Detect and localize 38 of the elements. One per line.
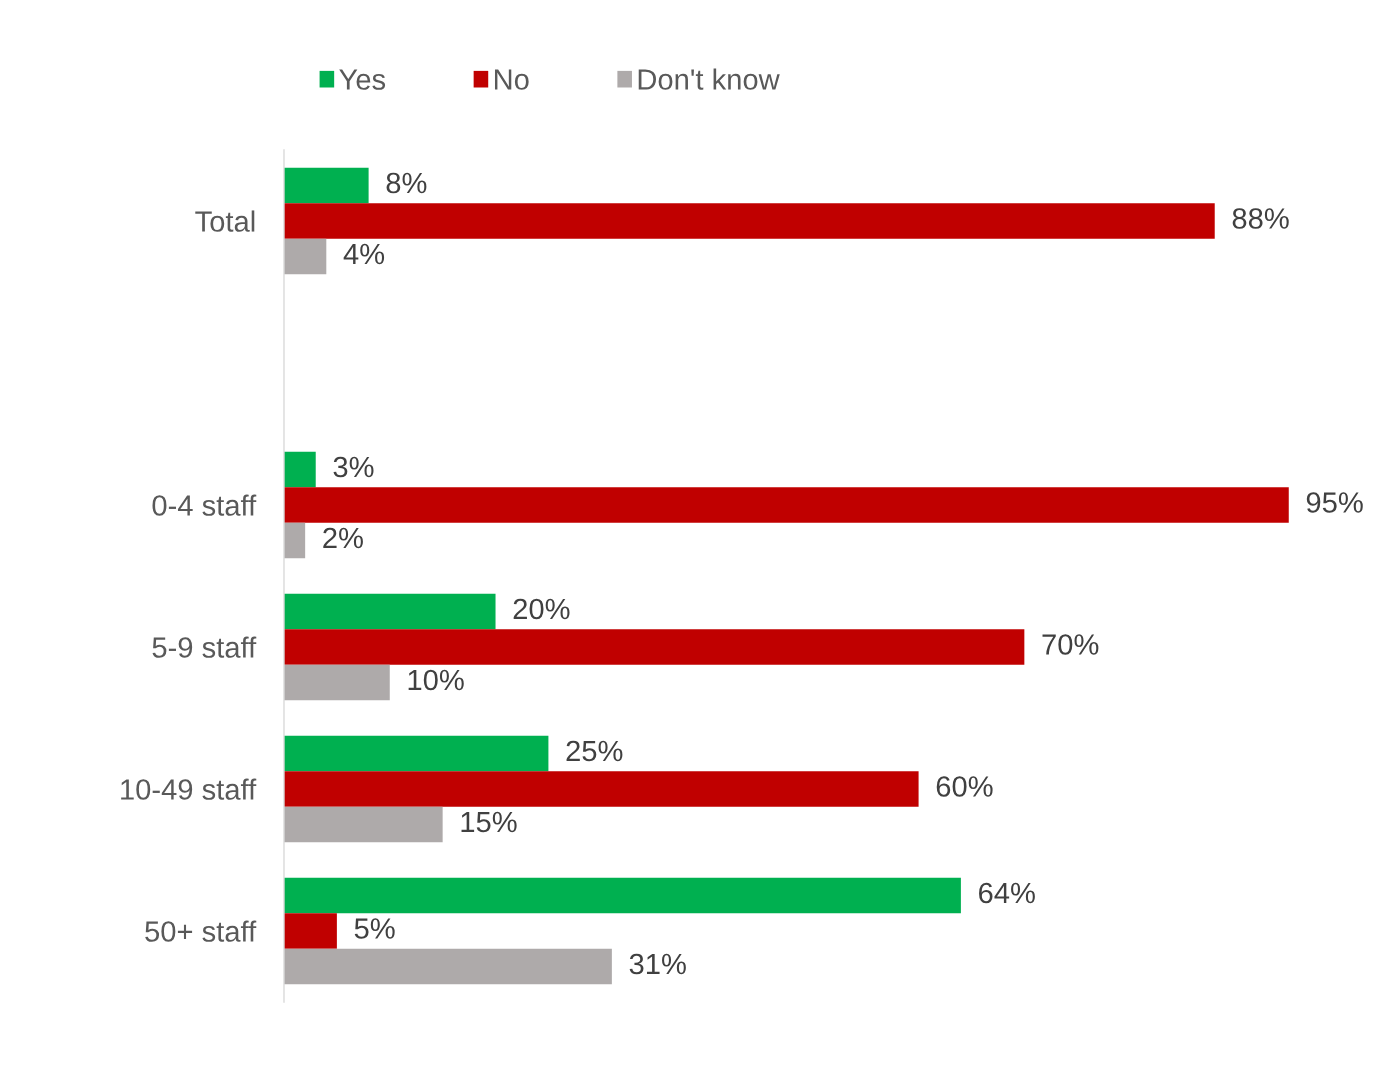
y-tick-label: 0-4 staff	[152, 494, 257, 516]
data-label: 4%	[343, 243, 385, 265]
data-label: 10%	[408, 669, 464, 691]
bar	[284, 203, 1215, 239]
bar	[284, 167, 369, 204]
bar	[284, 451, 316, 488]
bar	[284, 913, 337, 949]
bar	[284, 877, 961, 914]
data-label: 60%	[936, 776, 993, 797]
data-label: 31%	[629, 953, 686, 975]
data-label: 3%	[333, 456, 374, 478]
data-label: 25%	[566, 740, 623, 762]
data-label: 64%	[979, 882, 1035, 904]
y-tick-label: Total	[195, 210, 255, 232]
bar	[284, 771, 919, 807]
data-label: 8%	[386, 172, 427, 194]
data-label: 2%	[323, 527, 363, 549]
bar	[284, 735, 549, 772]
bar	[284, 238, 327, 275]
bar	[284, 487, 1289, 523]
bar	[284, 664, 390, 701]
y-tick-label: 50+ staff	[145, 920, 257, 942]
y-tick-label: 10-49 staff	[121, 778, 257, 800]
data-label: 15%	[461, 811, 517, 833]
bar	[284, 629, 1025, 665]
data-label: 70%	[1042, 634, 1099, 655]
bar	[284, 806, 443, 843]
bar	[284, 522, 306, 559]
data-label: 88%	[1232, 208, 1289, 229]
bar	[284, 593, 496, 630]
legend-label: Don't know	[638, 68, 780, 90]
data-label: 5%	[354, 918, 395, 939]
y-tick-label: 5-9 staff	[152, 636, 257, 658]
data-label: 95%	[1306, 492, 1363, 513]
data-label: 20%	[513, 598, 570, 620]
legend-label: Yes	[339, 69, 386, 90]
bar	[284, 948, 612, 985]
legend-label: No	[494, 69, 529, 90]
